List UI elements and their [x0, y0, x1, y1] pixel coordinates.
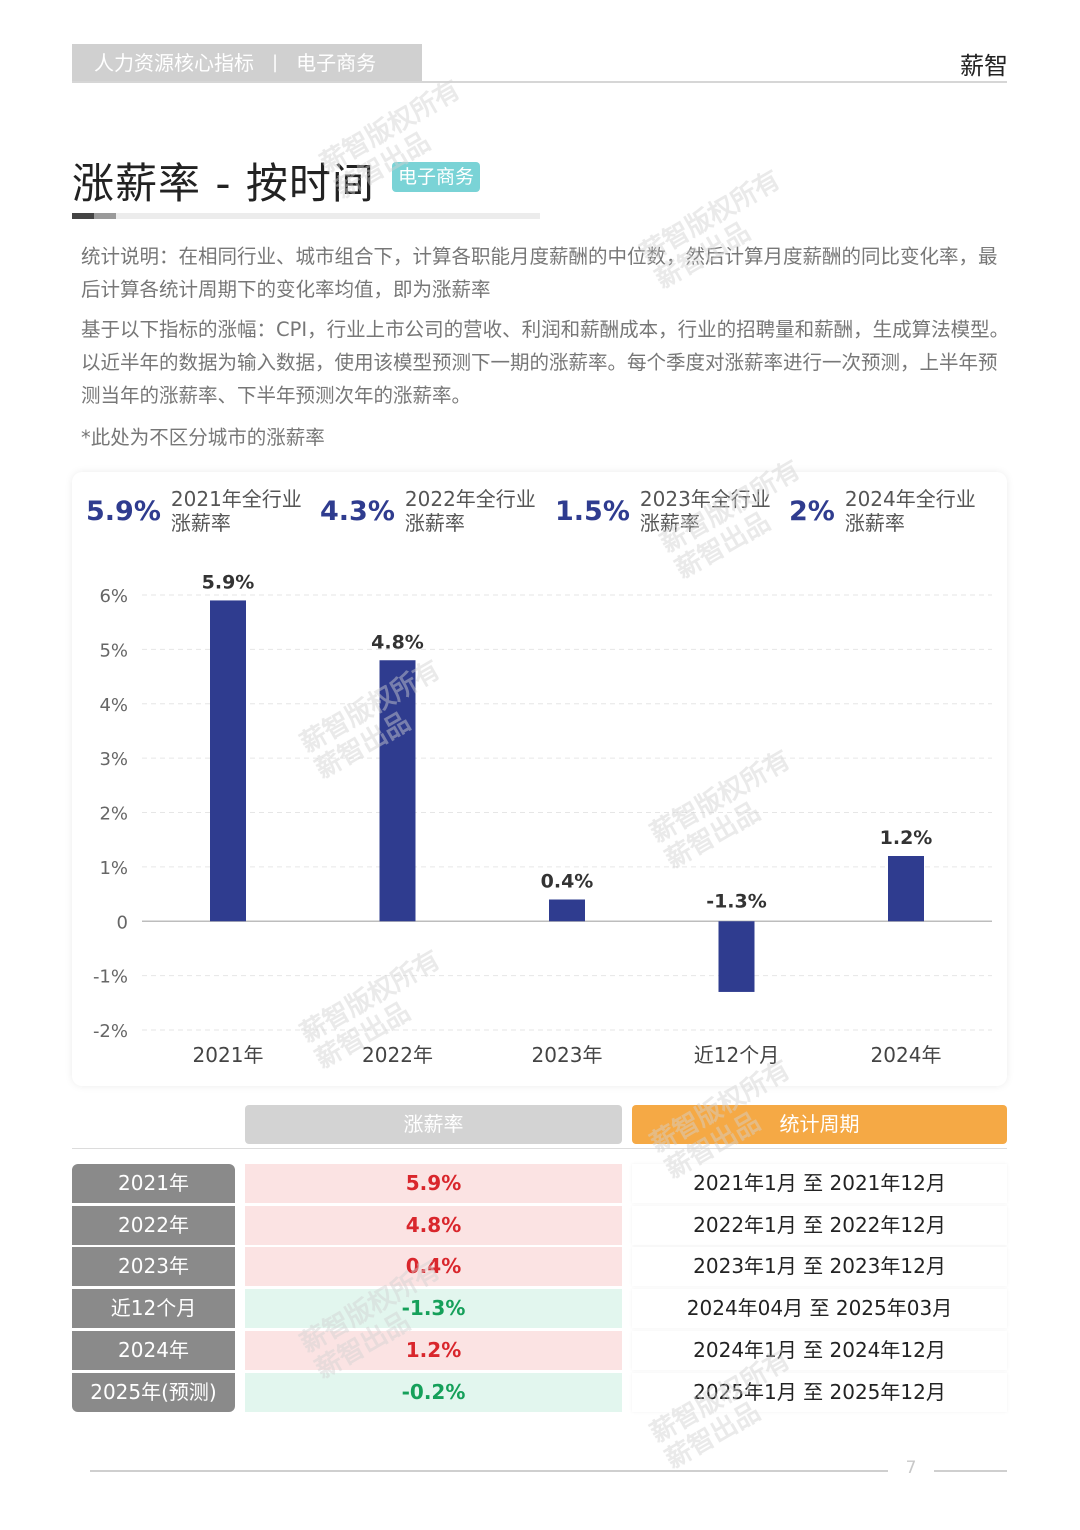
row-period: 2021年1月 至 2021年12月 — [632, 1164, 1007, 1203]
bar-value-label: 4.8% — [371, 631, 424, 653]
method-note: 统计说明：在相同行业、城市组合下，计算各职能月度薪酬的中位数，然后计算月度薪酬的… — [81, 245, 998, 301]
kpi-value: 1.5% — [555, 495, 630, 527]
bar — [379, 660, 416, 922]
raise-rate-bar-chart: 6% 5% 4% 3% 2% 1% 0 -1% -2% 5.9% 2021年 4.8% 2022年 0.4… — [93, 571, 992, 1067]
row-rate: 0.4% — [245, 1247, 622, 1286]
x-tick-label: 2021年 — [193, 1043, 264, 1067]
model-note: 基于以下指标的涨幅：CPI，行业上市公司的营收、利润和薪酬成本，行业的招聘量和薪… — [81, 318, 1010, 407]
header-separator: | — [272, 52, 279, 73]
kpi-label-line1: 2022年全行业 — [404, 487, 536, 511]
bar-value-label: 1.2% — [880, 827, 933, 849]
kpi-label-line2: 涨薪率 — [170, 511, 231, 535]
kpi-2021: 5.9% 2021年全行业 涨薪率 — [86, 487, 302, 535]
header-tab-industry: 电子商务 — [296, 51, 377, 75]
y-tick-label: 3% — [99, 749, 128, 770]
x-tick-label: 2024年 — [871, 1043, 942, 1067]
kpi-value: 5.9% — [86, 495, 161, 527]
kpi-label-line2: 涨薪率 — [404, 511, 465, 535]
kpi-value: 2% — [789, 495, 835, 527]
kpi-label-line1: 2021年全行业 — [170, 487, 302, 511]
kpi-label-line1: 2024年全行业 — [844, 487, 976, 511]
y-tick-label: 6% — [99, 586, 128, 607]
row-year: 2021年 — [72, 1164, 235, 1203]
header-tab: 人力资源核心指标 | 电子商务 — [72, 44, 422, 82]
kpi-label: 2021年全行业 涨薪率 — [171, 487, 302, 535]
row-rate: -0.2% — [245, 1373, 622, 1412]
bar-value-label: 0.4% — [541, 871, 594, 893]
row-period: 2022年1月 至 2022年12月 — [632, 1206, 1007, 1245]
table-row: 2023年 0.4% 2023年1月 至 2023年12月 — [72, 1247, 1007, 1286]
y-tick-label: 4% — [99, 695, 128, 716]
table-row: 2022年 4.8% 2022年1月 至 2022年12月 — [72, 1206, 1007, 1245]
bar — [718, 921, 755, 992]
city-note: *此处为不区分城市的涨薪率 — [81, 426, 325, 449]
table-header-divider — [72, 1148, 1007, 1149]
row-year: 2024年 — [72, 1331, 235, 1370]
kpi-label: 2022年全行业 涨薪率 — [405, 487, 536, 535]
brand-name: 薪智 — [960, 52, 1008, 80]
table-row: 2024年 1.2% 2024年1月 至 2024年12月 — [72, 1331, 1007, 1370]
y-tick-label: 2% — [99, 804, 128, 825]
row-year: 2025年(预测) — [72, 1373, 235, 1412]
bar — [888, 856, 924, 922]
kpi-label-line2: 涨薪率 — [844, 511, 905, 535]
row-period: 2024年04月 至 2025年03月 — [632, 1289, 1007, 1328]
row-rate: 4.8% — [245, 1206, 622, 1245]
row-year: 近12个月 — [72, 1289, 235, 1328]
row-period: 2023年1月 至 2023年12月 — [632, 1247, 1007, 1286]
bar — [549, 899, 585, 922]
page-title: 涨薪率 - 按时间 — [72, 159, 375, 208]
kpi-2024: 2% 2024年全行业 涨薪率 — [789, 487, 976, 535]
kpi-2023: 1.5% 2023年全行业 涨薪率 — [555, 487, 771, 535]
y-tick-label: 0 — [117, 912, 128, 933]
bar-value-label: 5.9% — [202, 571, 255, 593]
row-rate: 1.2% — [245, 1331, 622, 1370]
row-rate: -1.3% — [245, 1289, 622, 1328]
table-row: 2021年 5.9% 2021年1月 至 2021年12月 — [72, 1164, 1007, 1203]
y-tick-label: 5% — [99, 640, 128, 661]
title-underline — [72, 213, 540, 219]
kpi-2022: 4.3% 2022年全行业 涨薪率 — [320, 487, 536, 535]
page-number: 7 — [905, 1458, 917, 1478]
row-period: 2025年1月 至 2025年12月 — [632, 1373, 1007, 1412]
header-tab-title: 人力资源核心指标 — [94, 51, 254, 75]
kpi-value: 4.3% — [320, 495, 395, 527]
x-tick-label: 2022年 — [362, 1043, 433, 1067]
y-tick-label: -2% — [93, 1021, 128, 1042]
table-header-rate: 涨薪率 — [245, 1105, 622, 1144]
x-tick-label: 近12个月 — [694, 1043, 779, 1067]
kpi-label: 2024年全行业 涨薪率 — [845, 487, 976, 535]
row-year: 2022年 — [72, 1206, 235, 1245]
bar — [210, 600, 246, 922]
kpi-label-line2: 涨薪率 — [639, 511, 700, 535]
y-tick-label: 1% — [99, 858, 128, 879]
table-row: 2025年(预测) -0.2% 2025年1月 至 2025年12月 — [72, 1373, 1007, 1412]
kpi-label-line1: 2023年全行业 — [639, 487, 771, 511]
x-tick-label: 2023年 — [532, 1043, 603, 1067]
footer-line-left — [90, 1470, 888, 1472]
kpi-label: 2023年全行业 涨薪率 — [640, 487, 771, 535]
table-row: 近12个月 -1.3% 2024年04月 至 2025年03月 — [72, 1289, 1007, 1328]
footer-line-right — [934, 1470, 1007, 1472]
header-divider — [72, 81, 1007, 83]
row-year: 2023年 — [72, 1247, 235, 1286]
industry-tag: 电子商务 — [392, 162, 481, 192]
bar-value-label: -1.3% — [706, 890, 767, 912]
table-header-period: 统计周期 — [632, 1105, 1007, 1144]
row-rate: 5.9% — [245, 1164, 622, 1203]
row-period: 2024年1月 至 2024年12月 — [632, 1331, 1007, 1370]
y-tick-label: -1% — [93, 967, 128, 988]
